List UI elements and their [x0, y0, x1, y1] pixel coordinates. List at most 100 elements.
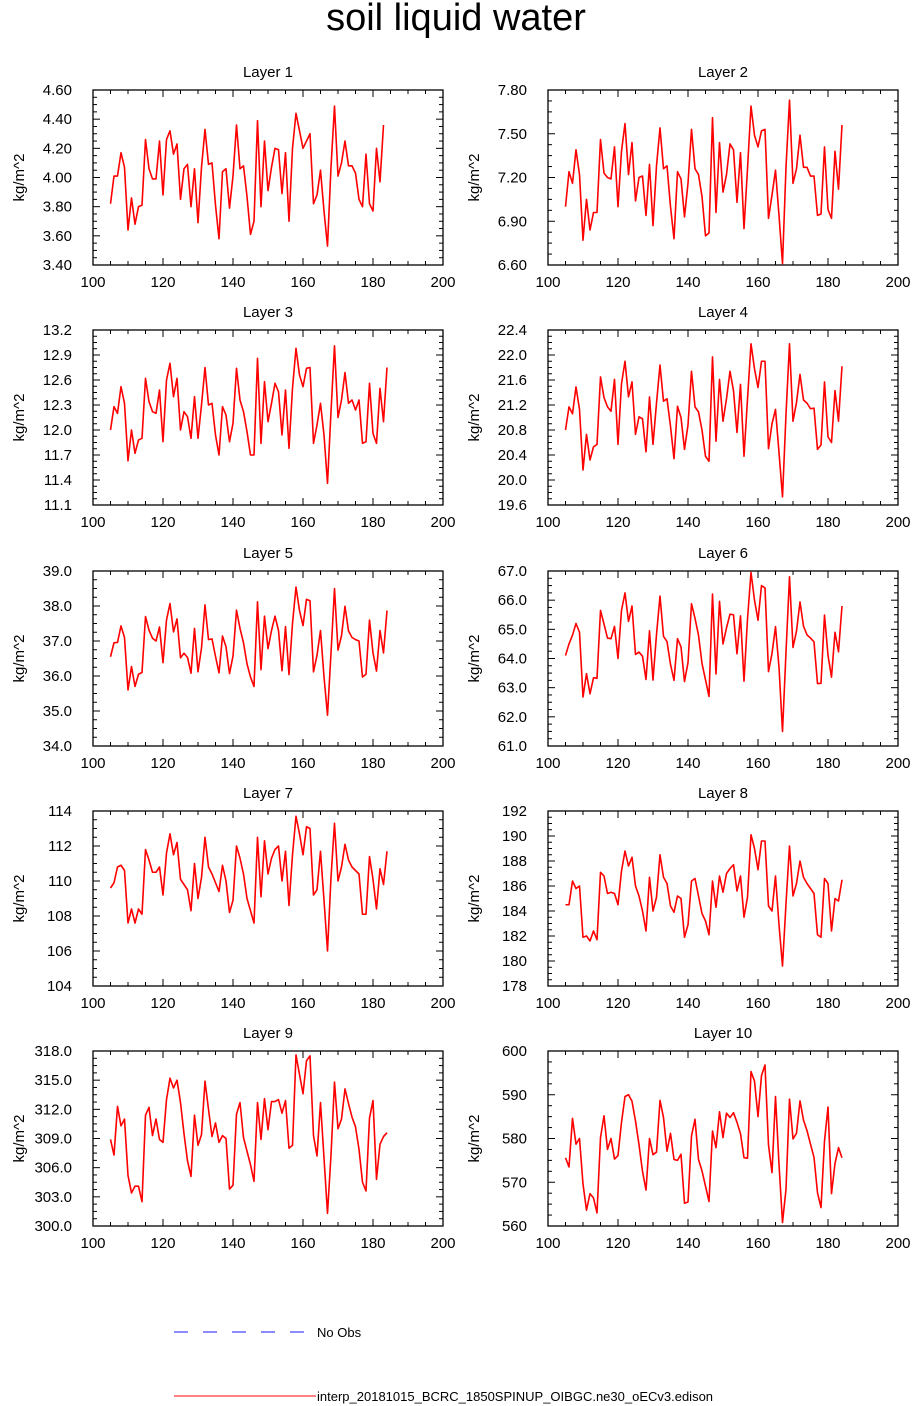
y-tick-label: 22.0: [498, 347, 527, 364]
x-tick-label: 140: [675, 274, 700, 291]
y-tick-label: 66.0: [498, 592, 527, 609]
y-axis-label: kg/m^2: [466, 394, 483, 442]
x-tick-label: 180: [360, 514, 385, 531]
panel-title: Layer 3: [243, 304, 293, 321]
y-tick-label: 12.6: [43, 372, 72, 389]
x-tick-label: 120: [605, 274, 630, 291]
x-tick-label: 120: [150, 1235, 175, 1252]
y-tick-label: 184: [502, 903, 527, 920]
x-tick-label: 200: [430, 995, 455, 1012]
x-tick-label: 100: [535, 514, 560, 531]
y-tick-label: 7.20: [498, 170, 527, 187]
y-tick-label: 4.40: [43, 111, 72, 128]
y-tick-label: 62.0: [498, 709, 527, 726]
y-tick-label: 303.0: [34, 1189, 72, 1206]
x-tick-label: 200: [430, 1235, 455, 1252]
y-tick-label: 309.0: [34, 1131, 72, 1148]
x-tick-label: 100: [80, 1235, 105, 1252]
y-tick-label: 190: [502, 828, 527, 845]
x-tick-label: 180: [360, 755, 385, 772]
y-tick-label: 178: [502, 978, 527, 995]
panel-title: Layer 5: [243, 545, 293, 562]
y-tick-label: 12.0: [43, 422, 72, 439]
y-axis-label: kg/m^2: [466, 875, 483, 923]
plot-frame: [547, 89, 899, 266]
x-tick-label: 160: [290, 755, 315, 772]
y-tick-label: 21.2: [498, 397, 527, 414]
y-tick-label: 104: [47, 978, 72, 995]
y-tick-label: 4.00: [43, 170, 72, 187]
y-axis-label: kg/m^2: [11, 394, 28, 442]
panel-8: Layer 8 100 120 140 160 180 200 178 180 182 184 186…: [466, 785, 911, 1012]
x-tick-label: 180: [815, 995, 840, 1012]
x-tick-label: 200: [885, 755, 910, 772]
y-tick-label: 114: [48, 803, 72, 820]
x-tick-label: 160: [290, 995, 315, 1012]
y-tick-label: 6.60: [498, 257, 527, 274]
y-tick-label: 64.0: [498, 651, 527, 668]
y-tick-label: 3.80: [43, 199, 72, 216]
x-tick-label: 200: [430, 755, 455, 772]
series-line: [109, 815, 388, 952]
y-axis-label: kg/m^2: [11, 875, 28, 923]
y-tick-label: 186: [502, 878, 527, 895]
x-tick-label: 140: [220, 995, 245, 1012]
x-tick-label: 140: [675, 1235, 700, 1252]
y-tick-label: 7.50: [498, 126, 527, 143]
x-tick-label: 200: [885, 995, 910, 1012]
panel-title: Layer 8: [698, 785, 748, 802]
x-tick-label: 180: [815, 514, 840, 531]
y-tick-label: 11.1: [44, 497, 72, 514]
panel-2: Layer 2 100 120 140 160 180 200 6.60 6.90 7.20 7.5…: [466, 64, 911, 291]
panel-title: Layer 1: [243, 64, 293, 81]
legend-label-model: interp_20181015_BCRC_1850SPINUP_OIBGC.ne…: [317, 1389, 713, 1404]
series-line: [564, 342, 843, 498]
x-tick-label: 180: [360, 274, 385, 291]
series-line: [109, 586, 388, 717]
legend-label-no-obs: No Obs: [317, 1325, 362, 1340]
y-tick-label: 6.90: [498, 213, 527, 230]
plot-frame: [547, 810, 899, 987]
x-tick-label: 160: [745, 1235, 770, 1252]
y-tick-label: 180: [502, 953, 527, 970]
y-tick-label: 20.0: [498, 472, 527, 489]
y-tick-label: 318.0: [34, 1043, 72, 1060]
y-tick-label: 20.4: [498, 447, 527, 464]
y-axis-label: kg/m^2: [466, 1115, 483, 1163]
panel-3: Layer 3 100 120 140 160 180 200 11.1 11.4 11.7 12.…: [11, 304, 456, 531]
series-line: [565, 833, 843, 967]
panel-7: Layer 7 100 120 140 160 180 200 104 106 108 110 112…: [11, 785, 456, 1012]
y-axis-label: kg/m^2: [11, 154, 28, 202]
x-tick-label: 180: [815, 274, 840, 291]
panel-title: Layer 9: [243, 1025, 293, 1042]
panel-10: Layer 10 100 120 140 160 180 200 560 570 580 590 60…: [466, 1025, 911, 1252]
y-tick-label: 38.0: [43, 598, 72, 615]
panel-title: Layer 2: [698, 64, 748, 81]
y-tick-label: 63.0: [498, 680, 527, 697]
plot-frame: [547, 570, 899, 747]
series-line: [109, 105, 385, 247]
series-line: [109, 1054, 388, 1215]
y-tick-label: 67.0: [498, 563, 527, 580]
x-tick-label: 100: [535, 1235, 560, 1252]
x-tick-label: 140: [220, 274, 245, 291]
x-tick-label: 160: [745, 274, 770, 291]
x-tick-label: 120: [150, 755, 175, 772]
x-tick-label: 120: [150, 274, 175, 291]
y-tick-label: 12.9: [43, 347, 72, 364]
y-tick-label: 61.0: [498, 738, 527, 755]
x-tick-label: 200: [885, 1235, 910, 1252]
x-tick-label: 160: [745, 755, 770, 772]
x-tick-label: 120: [605, 514, 630, 531]
y-tick-label: 37.0: [43, 633, 72, 650]
y-tick-label: 3.40: [43, 257, 72, 274]
x-tick-label: 160: [745, 514, 770, 531]
series-line: [564, 99, 843, 265]
plot-frame: [92, 89, 444, 266]
y-tick-label: 570: [502, 1174, 527, 1191]
x-tick-label: 140: [675, 514, 700, 531]
y-tick-label: 20.8: [498, 422, 527, 439]
panel-title: Layer 6: [698, 545, 748, 562]
panel-title: Layer 10: [694, 1025, 752, 1042]
